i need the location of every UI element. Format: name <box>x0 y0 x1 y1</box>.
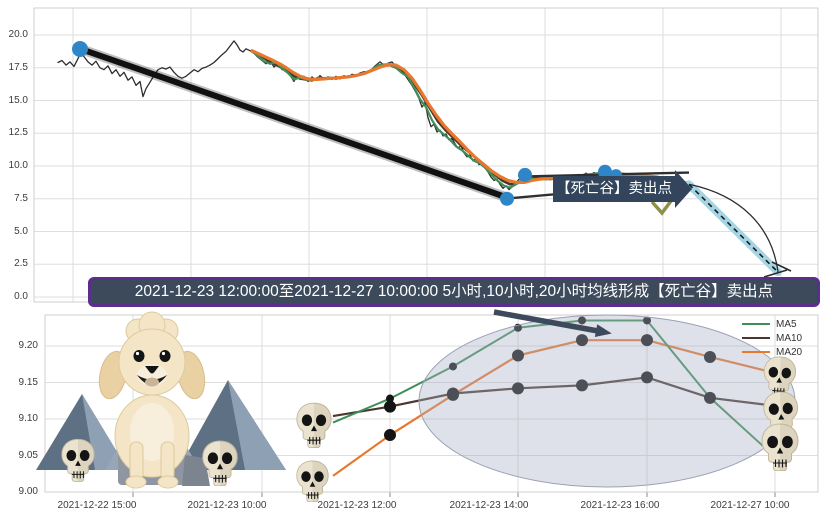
data-point-dot <box>449 362 457 371</box>
legend-label: MA10 <box>776 332 803 344</box>
x-axis-tick-label: 2021-12-23 12:00 <box>317 500 397 511</box>
y-axis-tick-label: 9.15 <box>18 376 38 388</box>
end-tick <box>771 261 792 272</box>
series-MA10 <box>252 50 656 186</box>
legend: MA5 MA10 MA20 <box>742 317 802 359</box>
legend-item-ma5: MA5 <box>742 317 802 331</box>
skull-icon <box>761 423 799 471</box>
data-point-dot <box>384 400 396 413</box>
ma5-line-swatch <box>742 322 770 326</box>
plot-border <box>33 7 819 303</box>
series-MA5 <box>250 50 656 189</box>
y-axis-tick-label: 10.0 <box>8 160 28 171</box>
x-axis-tick-label: 2021-12-23 14:00 <box>449 500 529 511</box>
skull-icon <box>296 460 329 502</box>
projection-curve <box>688 183 779 273</box>
death-valley-callout: 【死亡谷】卖出点 <box>553 170 692 208</box>
poodle-dog-illustration <box>36 311 286 489</box>
olive-check-marker <box>651 199 673 216</box>
data-point-dot <box>643 316 651 325</box>
data-point-dot <box>641 371 653 384</box>
y-axis-tick-label: 7.5 <box>14 192 28 204</box>
trend-line <box>79 46 506 200</box>
annotation-arrowhead <box>594 324 612 338</box>
sell-point-dot <box>72 41 88 58</box>
data-point-dot <box>578 316 586 325</box>
y-axis-tick-label: 9.10 <box>18 413 38 424</box>
ma20-line-swatch <box>742 350 770 354</box>
x-axis-tick-label: 2021-12-23 16:00 <box>580 500 660 511</box>
legend-item-ma10: MA10 <box>742 331 802 345</box>
y-axis-tick-label: 9.20 <box>18 340 38 351</box>
series-MA10 <box>332 376 776 418</box>
skull-icon <box>296 402 332 448</box>
y-axis-tick-label: 2.5 <box>14 258 28 270</box>
legend-label: MA5 <box>776 318 797 330</box>
data-point-dot <box>384 429 396 442</box>
data-point-dot <box>704 350 716 363</box>
y-axis-tick-label: 17.5 <box>8 61 28 73</box>
series-MA20 <box>332 339 776 477</box>
data-point-dot <box>512 382 524 395</box>
sell-point-dot <box>518 167 532 182</box>
data-point-dot <box>576 334 588 347</box>
series-price <box>57 40 658 191</box>
y-axis-tick-label: 5.0 <box>14 225 28 237</box>
data-point-dot <box>386 394 394 403</box>
data-point-dot <box>447 387 459 400</box>
series-MA20 <box>250 49 660 184</box>
data-point-dot <box>641 334 653 347</box>
y-axis-tick-label: 9.00 <box>18 486 38 497</box>
ma10-line-swatch <box>742 336 770 340</box>
sell-point-dot <box>598 164 612 179</box>
dashed-projection-line <box>688 183 779 273</box>
y-axis-tick-label: 0.0 <box>14 291 28 302</box>
x-axis-tick-label: 2021-12-22 15:00 <box>57 500 137 511</box>
x-axis-tick-label: 2021-12-27 10:00 <box>710 500 790 511</box>
data-point-dot <box>706 393 714 402</box>
decorations <box>36 311 800 502</box>
end-tick <box>763 269 788 278</box>
data-point-dot <box>512 349 524 362</box>
y-axis-tick-label: 12.5 <box>8 127 28 139</box>
sell-point-dot <box>500 191 514 206</box>
legend-item-ma20: MA20 <box>742 345 802 359</box>
x-axis-tick-label: 2021-12-23 10:00 <box>187 500 267 511</box>
skull-icon <box>61 438 95 482</box>
summary-banner: 2021-12-23 12:00:00至2021-12-27 10:00:00 … <box>88 277 820 307</box>
overview-chart <box>33 7 819 303</box>
y-axis-tick-label: 15.0 <box>8 94 28 106</box>
plot-border <box>44 314 819 493</box>
y-axis-tick-label: 9.05 <box>18 449 38 461</box>
y-axis-tick-label: 20.0 <box>8 29 28 40</box>
death-valley-ellipse <box>418 314 796 488</box>
data-point-dot <box>576 379 588 392</box>
annotation-arrow <box>493 309 599 334</box>
legend-label: MA20 <box>776 346 803 358</box>
